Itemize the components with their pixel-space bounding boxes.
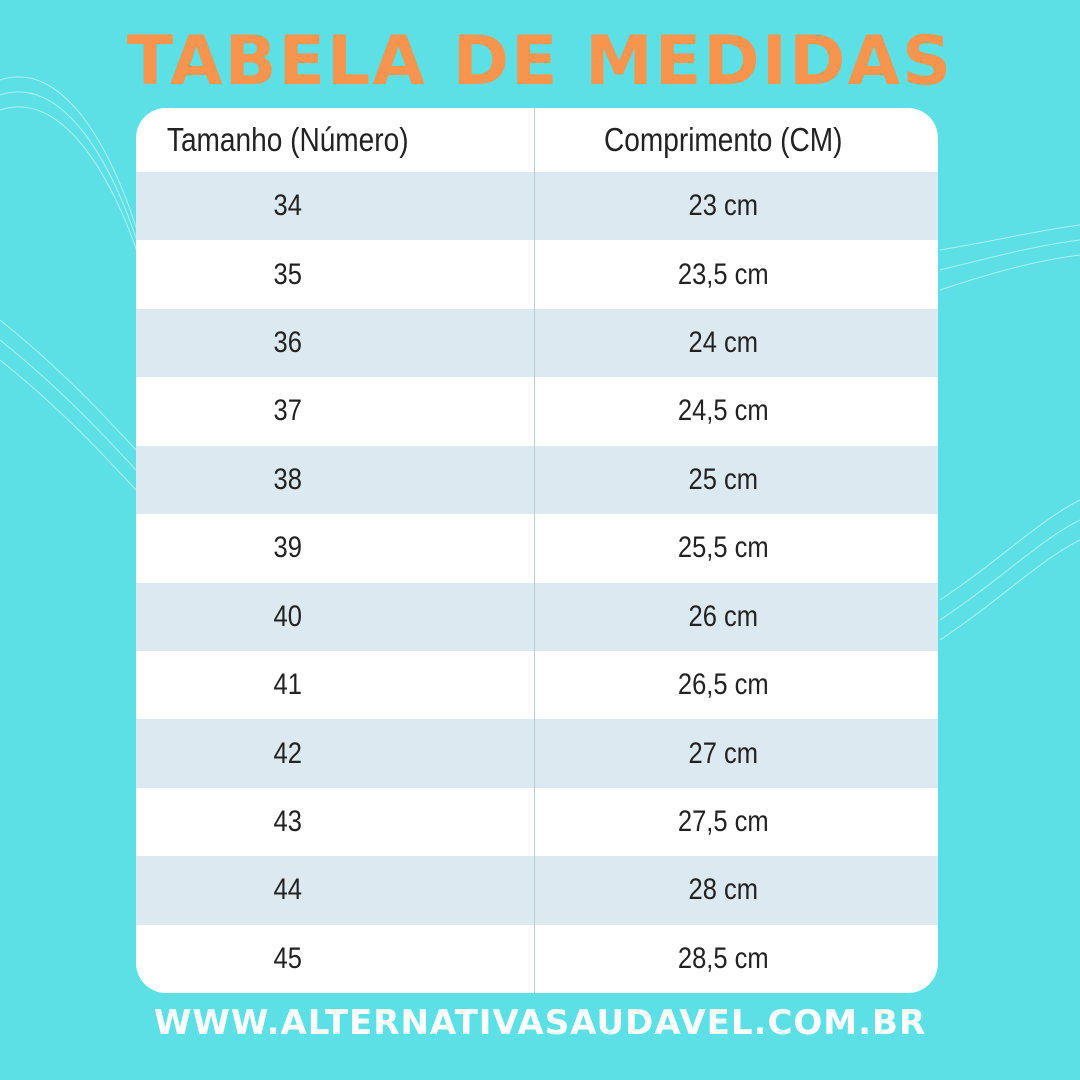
cell: 42 — [273, 736, 302, 770]
cell: 44 — [273, 873, 302, 907]
cell: 27 cm — [689, 736, 759, 770]
table-row: 39 25,5 cm — [136, 514, 938, 582]
cell: 40 — [273, 599, 302, 633]
table-row: 42 27 cm — [136, 719, 938, 788]
cell: 25 cm — [689, 462, 759, 496]
cell: 27,5 cm — [678, 804, 770, 838]
cell: 35 — [273, 257, 302, 291]
table-row: 45 28,5 cm — [136, 925, 938, 993]
website-url: WWW.ALTERNATIVASAUDAVEL.COM.BR — [153, 1003, 927, 1043]
cell: 39 — [273, 531, 302, 565]
cell: 26,5 cm — [678, 668, 770, 702]
cell: 43 — [273, 804, 302, 838]
cell: 34 — [273, 189, 302, 223]
cell: 23 cm — [689, 189, 759, 223]
cell: Comprimento (CM) — [604, 121, 843, 158]
cell: 24 cm — [689, 326, 759, 360]
table-row: 41 26,5 cm — [136, 651, 938, 719]
table-row: 40 26 cm — [136, 582, 938, 651]
cell: 36 — [273, 326, 302, 360]
table-row: 35 23,5 cm — [136, 240, 938, 308]
table-row: 38 25 cm — [136, 445, 938, 515]
title: TABELA DE MEDIDAS — [126, 22, 954, 101]
cell: 25,5 cm — [678, 531, 770, 565]
header-row: Tamanho (Número) Comprimento (CM) — [136, 108, 938, 172]
cell: 23,5 cm — [678, 257, 770, 291]
cell: 38 — [273, 462, 302, 496]
column-divider — [534, 108, 535, 993]
cell: 37 — [273, 394, 302, 428]
cell: 24,5 cm — [678, 394, 770, 428]
table-row: 44 28 cm — [136, 856, 938, 925]
cell: 28 cm — [689, 873, 759, 907]
cell: 26 cm — [689, 599, 759, 633]
table-row: 37 24,5 cm — [136, 377, 938, 445]
table-row: 36 24 cm — [136, 308, 938, 378]
table-row: 43 27,5 cm — [136, 788, 938, 856]
cell: 41 — [273, 668, 302, 702]
table: Tamanho (Número) Comprimento (CM) 34 23 cm 3… — [136, 108, 938, 993]
cell: Tamanho (Número) — [166, 121, 409, 158]
cell: 45 — [273, 941, 302, 975]
table-row: 34 23 cm — [136, 172, 938, 241]
cell: 28,5 cm — [678, 941, 770, 975]
